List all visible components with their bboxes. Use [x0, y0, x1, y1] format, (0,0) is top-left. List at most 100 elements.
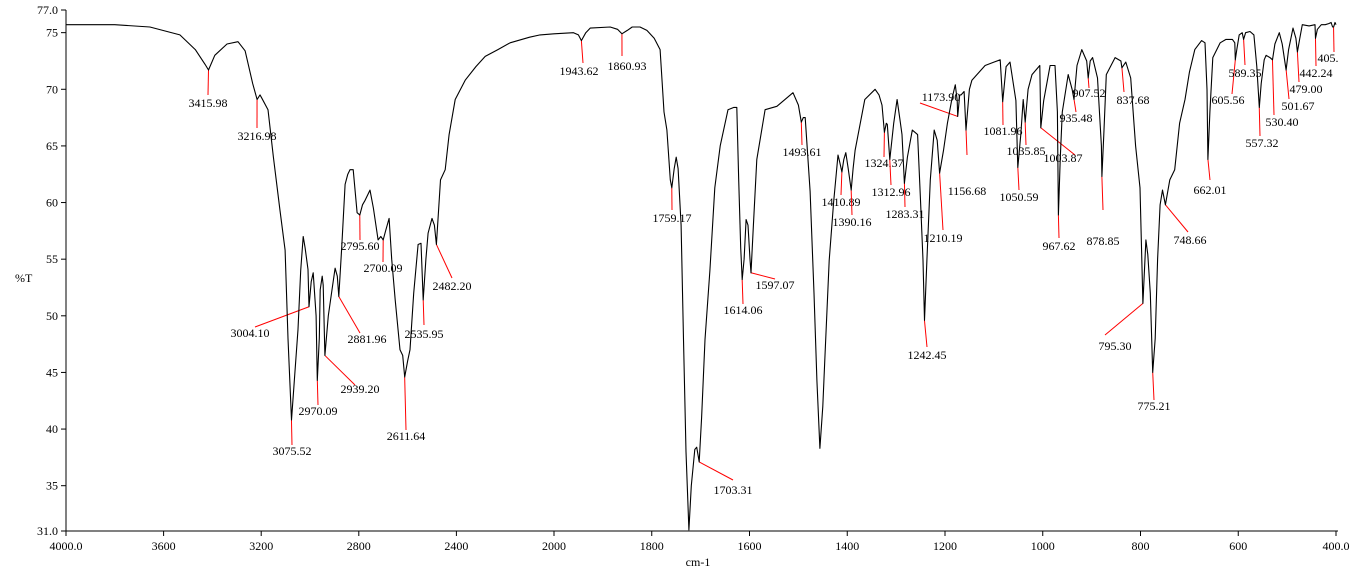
- x-tick-label: 800: [1132, 539, 1150, 553]
- peak-label: 662.01: [1194, 183, 1227, 197]
- peak-label: 2881.96: [348, 332, 387, 346]
- peak-marker-line: [1104, 302, 1144, 336]
- peak-marker-line: [1231, 59, 1236, 95]
- peak-label: 1703.31: [714, 483, 753, 497]
- x-tick-label: 1000: [1031, 539, 1055, 553]
- peak-label: 1081.96: [984, 124, 1023, 138]
- spectrum-trace: [66, 21, 1337, 531]
- peak-marker-line: [1057, 214, 1060, 239]
- peak-label: 1312.96: [872, 185, 911, 199]
- peak-marker-line: [939, 173, 944, 231]
- peak-label: 1860.93: [608, 59, 647, 73]
- peak-marker-line: [1271, 59, 1275, 116]
- peak-marker-line: [324, 355, 356, 386]
- y-tick-label: 55: [46, 252, 58, 266]
- peak-label: 1003.87: [1044, 151, 1083, 165]
- peak-label: 878.85: [1087, 234, 1120, 248]
- peak-marker-line: [800, 122, 803, 146]
- peak-label: 605.56: [1212, 93, 1245, 107]
- peak-marker-line: [923, 320, 928, 348]
- peak-marker-line: [338, 296, 361, 334]
- peak-marker-line: [1165, 204, 1189, 233]
- peak-label: 501.67: [1282, 99, 1315, 113]
- peak-marker-line: [1121, 67, 1125, 93]
- peak-marker-line: [1087, 77, 1090, 89]
- x-tick-label: 2800: [347, 539, 371, 553]
- y-axis-label: %T: [15, 271, 33, 285]
- peak-label: 1597.07: [756, 278, 795, 292]
- peak-label: 1390.16: [833, 215, 872, 229]
- peak-label: 2535.95: [405, 327, 444, 341]
- peak-label: 1943.62: [560, 64, 599, 78]
- peak-label: 3415.98: [189, 96, 228, 110]
- x-tick-label: 3600: [152, 539, 176, 553]
- peak-marker-line: [1152, 372, 1155, 401]
- peak-marker-line: [435, 244, 453, 279]
- peak-marker-line: [1296, 51, 1300, 83]
- y-tick-label: 45: [46, 365, 58, 379]
- peak-marker-line: [422, 299, 425, 326]
- peak-marker-line: [840, 171, 843, 196]
- peak-label: 1050.59: [1000, 190, 1039, 204]
- peak-labels: 3415.98 3216.98 3075.52 3004.10 2970.092939.…: [189, 26, 1339, 497]
- peak-label: 935.48: [1060, 111, 1093, 125]
- peak-label: 2700.09: [364, 261, 403, 275]
- peak-marker-line: [316, 380, 319, 406]
- peak-label: 2939.20: [341, 382, 380, 396]
- peak-marker-line: [750, 272, 776, 280]
- peak-marker-line: [1243, 39, 1246, 66]
- y-tick-label: 77.0: [37, 3, 58, 17]
- peak-label: 557.32: [1246, 136, 1279, 150]
- peak-marker-line: [1285, 69, 1290, 100]
- peak-label: 1493.61: [783, 145, 822, 159]
- peak-label: 1242.45: [908, 348, 947, 362]
- peak-label: 530.40: [1266, 115, 1299, 129]
- peak-label: 1156.68: [948, 184, 987, 198]
- peak-marker-line: [965, 130, 968, 156]
- y-tick-label: 35: [46, 479, 58, 493]
- y-tick-label: 75: [46, 26, 58, 40]
- y-tick-label: 31.0: [37, 524, 58, 538]
- peak-marker-line: [404, 376, 407, 431]
- peak-label: 748.66: [1174, 233, 1207, 247]
- peak-marker-line: [254, 306, 310, 328]
- y-tick-label: 40: [46, 422, 58, 436]
- peak-marker-line: [889, 159, 892, 186]
- peak-label: 1324.37: [865, 156, 904, 170]
- x-tick-label: 1600: [738, 539, 762, 553]
- peak-label: 479.00: [1290, 82, 1323, 96]
- x-tick-label: 1400: [835, 539, 859, 553]
- peak-marker-line: [290, 419, 293, 446]
- y-tick-label: 70: [46, 82, 58, 96]
- peak-label: 2611.64: [387, 429, 426, 443]
- peak-marker-line: [1101, 176, 1104, 211]
- peak-label: 589.35: [1229, 66, 1262, 80]
- peak-label: 795.30: [1099, 339, 1132, 353]
- x-tick-label: 400.0: [1323, 539, 1350, 553]
- y-tick-label: 50: [46, 309, 58, 323]
- peak-marker-line: [698, 461, 734, 481]
- peak-marker-line: [580, 40, 584, 64]
- peak-marker-line: [903, 183, 906, 208]
- peak-label: 1035.85: [1007, 144, 1046, 158]
- peak-label: 442.24: [1300, 66, 1333, 80]
- peak-label: 775.21: [1138, 399, 1171, 413]
- peak-label: 967.62: [1043, 239, 1076, 253]
- peak-label: 2482.20: [433, 279, 472, 293]
- peak-label: 3004.10: [231, 326, 270, 340]
- peak-label: 2795.60: [341, 239, 380, 253]
- peak-label: 405.: [1318, 51, 1339, 65]
- peak-label: 1410.89: [822, 195, 861, 209]
- peak-label: 3216.98: [238, 129, 277, 143]
- peak-label: 1614.06: [724, 303, 763, 317]
- x-tick-label: 3200: [249, 539, 273, 553]
- peak-marker-line: [850, 190, 853, 216]
- x-tick-label: 1200: [933, 539, 957, 553]
- x-tick-label: 600: [1229, 539, 1247, 553]
- peak-label: 907.52: [1073, 86, 1106, 100]
- y-tick-label: 65: [46, 139, 58, 153]
- peak-label: 1173.90: [922, 90, 961, 104]
- peak-marker-line: [741, 279, 744, 305]
- peak-marker-line: [1073, 99, 1077, 113]
